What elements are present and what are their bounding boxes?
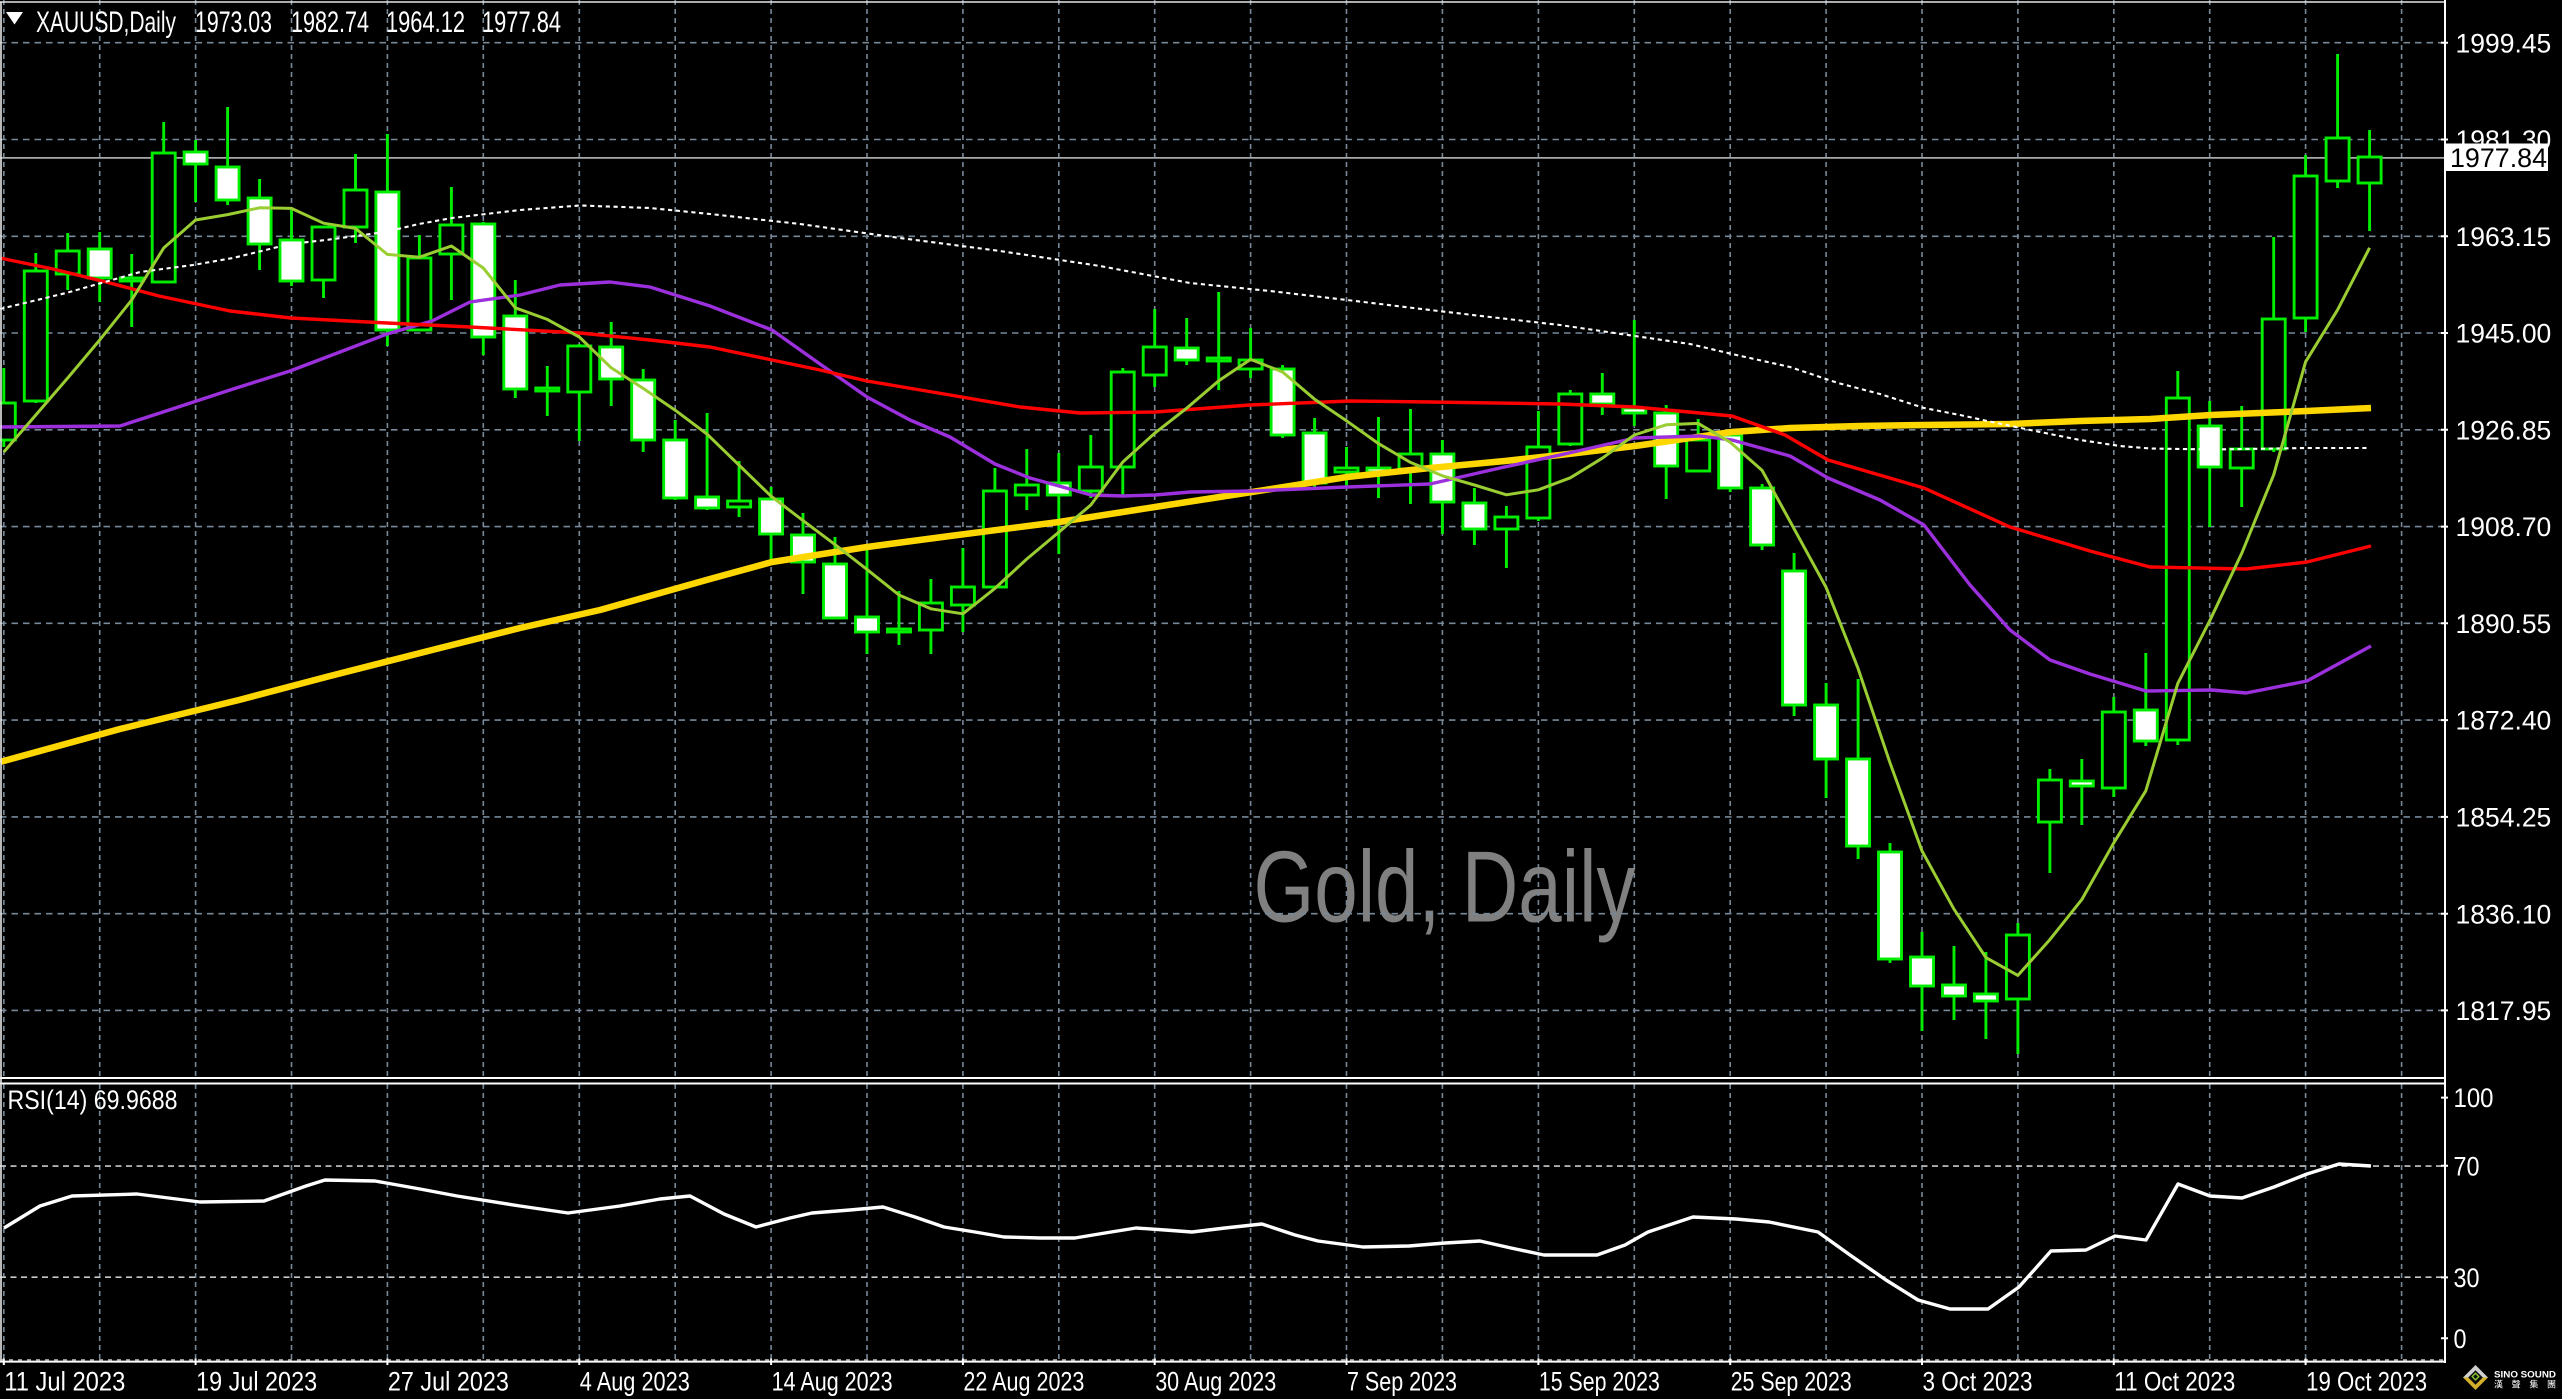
svg-text:15 Sep 2023: 15 Sep 2023 xyxy=(1539,1367,1660,1397)
svg-text:1836.10: 1836.10 xyxy=(2456,899,2552,929)
svg-text:1977.84: 1977.84 xyxy=(2450,143,2547,173)
svg-text:1964.12: 1964.12 xyxy=(386,6,465,39)
svg-text:22 Aug 2023: 22 Aug 2023 xyxy=(963,1367,1084,1397)
svg-text:100: 100 xyxy=(2454,1083,2494,1113)
svg-text:30 Aug 2023: 30 Aug 2023 xyxy=(1155,1367,1276,1397)
svg-text:25 Sep 2023: 25 Sep 2023 xyxy=(1731,1367,1852,1397)
svg-text:1973.03: 1973.03 xyxy=(195,6,272,39)
svg-text:30: 30 xyxy=(2454,1263,2480,1293)
svg-text:1945.00: 1945.00 xyxy=(2456,319,2552,349)
svg-text:19 Jul 2023: 19 Jul 2023 xyxy=(196,1367,317,1397)
svg-text:3 Oct 2023: 3 Oct 2023 xyxy=(1923,1367,2033,1397)
svg-text:1963.15: 1963.15 xyxy=(2456,222,2552,252)
svg-text:1982.74: 1982.74 xyxy=(291,6,369,39)
svg-text:1817.95: 1817.95 xyxy=(2456,996,2552,1026)
svg-text:7 Sep 2023: 7 Sep 2023 xyxy=(1347,1367,1457,1397)
svg-text:11 Oct 2023: 11 Oct 2023 xyxy=(2114,1367,2235,1397)
svg-text:SINO SOUND: SINO SOUND xyxy=(2494,1370,2556,1381)
svg-text:19 Oct 2023: 19 Oct 2023 xyxy=(2306,1367,2427,1397)
svg-text:1872.40: 1872.40 xyxy=(2456,706,2552,736)
svg-text:27 Jul 2023: 27 Jul 2023 xyxy=(388,1367,509,1397)
svg-text:RSI(14) 69.9688: RSI(14) 69.9688 xyxy=(8,1085,178,1115)
svg-text:Gold, Daily: Gold, Daily xyxy=(1254,832,1636,944)
svg-text:0: 0 xyxy=(2454,1324,2467,1354)
svg-text:1854.25: 1854.25 xyxy=(2456,803,2552,833)
svg-text:70: 70 xyxy=(2454,1151,2480,1181)
svg-text:1908.70: 1908.70 xyxy=(2456,512,2552,542)
svg-text:4 Aug 2023: 4 Aug 2023 xyxy=(580,1367,690,1397)
svg-text:11 Jul 2023: 11 Jul 2023 xyxy=(4,1367,125,1397)
svg-text:1926.85: 1926.85 xyxy=(2456,415,2552,445)
svg-text:1890.55: 1890.55 xyxy=(2456,609,2552,639)
svg-text:1977.84: 1977.84 xyxy=(482,6,561,39)
svg-text:14 Aug 2023: 14 Aug 2023 xyxy=(772,1367,893,1397)
svg-text:XAUUSD,Daily: XAUUSD,Daily xyxy=(36,6,176,39)
svg-text:1999.45: 1999.45 xyxy=(2456,28,2552,58)
